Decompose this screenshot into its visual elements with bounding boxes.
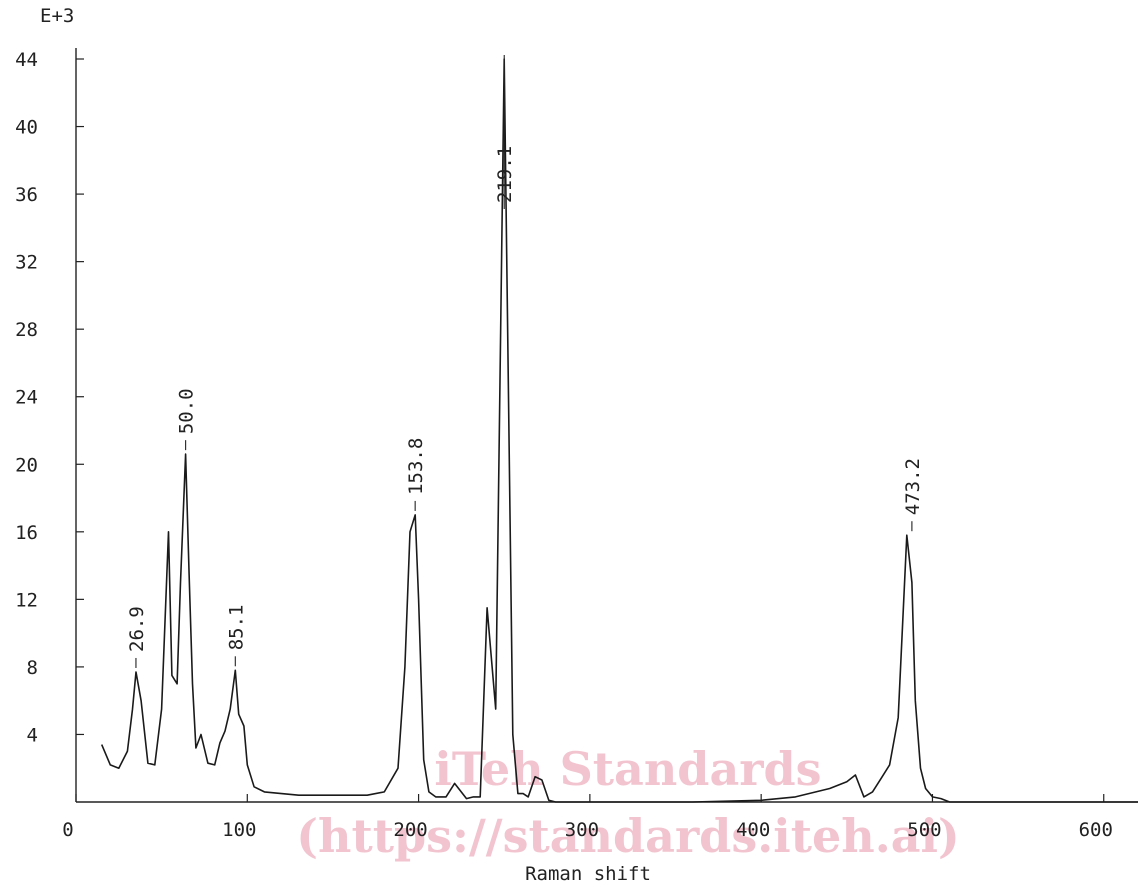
series-group — [100, 58, 1138, 803]
axes — [75, 48, 1138, 803]
x-tick-label: 300 — [565, 819, 599, 841]
y-tick-label: 36 — [15, 184, 38, 206]
y-tick-label: 24 — [15, 387, 38, 409]
peak-label: 85.1 — [225, 605, 247, 651]
watermark: iTeh Standards (https://standards.iteh.a… — [296, 742, 960, 863]
peak-label: 50.0 — [176, 388, 198, 434]
watermark-line1: iTeh Standards — [434, 742, 821, 796]
peak-label: 473.2 — [902, 458, 924, 515]
x-tick-label: 400 — [736, 819, 770, 841]
peak-label: 26.9 — [126, 606, 148, 652]
y-tick-label: 40 — [15, 117, 38, 139]
x-axis-label: Raman shift — [525, 863, 651, 885]
peak-label: 153.8 — [405, 438, 427, 495]
peak-label: 219.1 — [494, 146, 516, 203]
y-tick-label: 4 — [27, 724, 38, 746]
x-tick-label: 0 — [62, 819, 73, 841]
y-tick-label: 20 — [15, 454, 38, 476]
x-tick-label: 500 — [907, 819, 941, 841]
x-tick-label: 200 — [393, 819, 427, 841]
peak-labels: 26.9 50.0 85.1 153.8 219.1 473.2 — [126, 55, 924, 668]
y-scale-label: E+3 — [40, 5, 74, 27]
watermark-line2: (https://standards.iteh.ai) — [296, 809, 960, 863]
x-tick-label: 100 — [222, 819, 256, 841]
y-tick-label: 32 — [15, 252, 38, 274]
ticks: 4 8 12 16 20 24 28 32 36 40 44 0 100 200 300 400 500 600 — [15, 49, 1113, 841]
x-tick-label: 600 — [1079, 819, 1113, 841]
y-tick-label: 8 — [27, 657, 38, 679]
spectrum-line — [100, 58, 1138, 803]
y-tick-label: 44 — [15, 49, 38, 71]
y-tick-label: 28 — [15, 319, 38, 341]
y-tick-label: 16 — [15, 522, 38, 544]
y-tick-label: 12 — [15, 589, 38, 611]
